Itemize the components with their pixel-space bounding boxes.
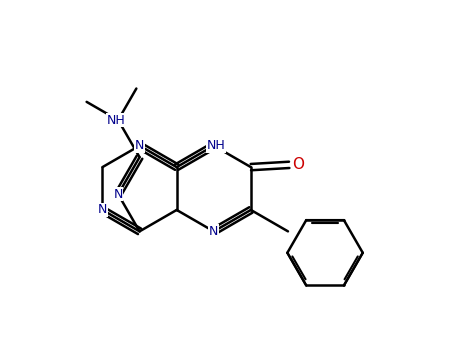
Text: N: N <box>113 113 123 127</box>
Text: N: N <box>135 139 144 152</box>
Text: N: N <box>113 188 123 201</box>
Text: O: O <box>292 158 304 172</box>
Text: NH: NH <box>106 113 125 127</box>
Text: N: N <box>209 225 218 238</box>
Text: NH: NH <box>207 139 225 152</box>
Text: N: N <box>98 203 107 216</box>
